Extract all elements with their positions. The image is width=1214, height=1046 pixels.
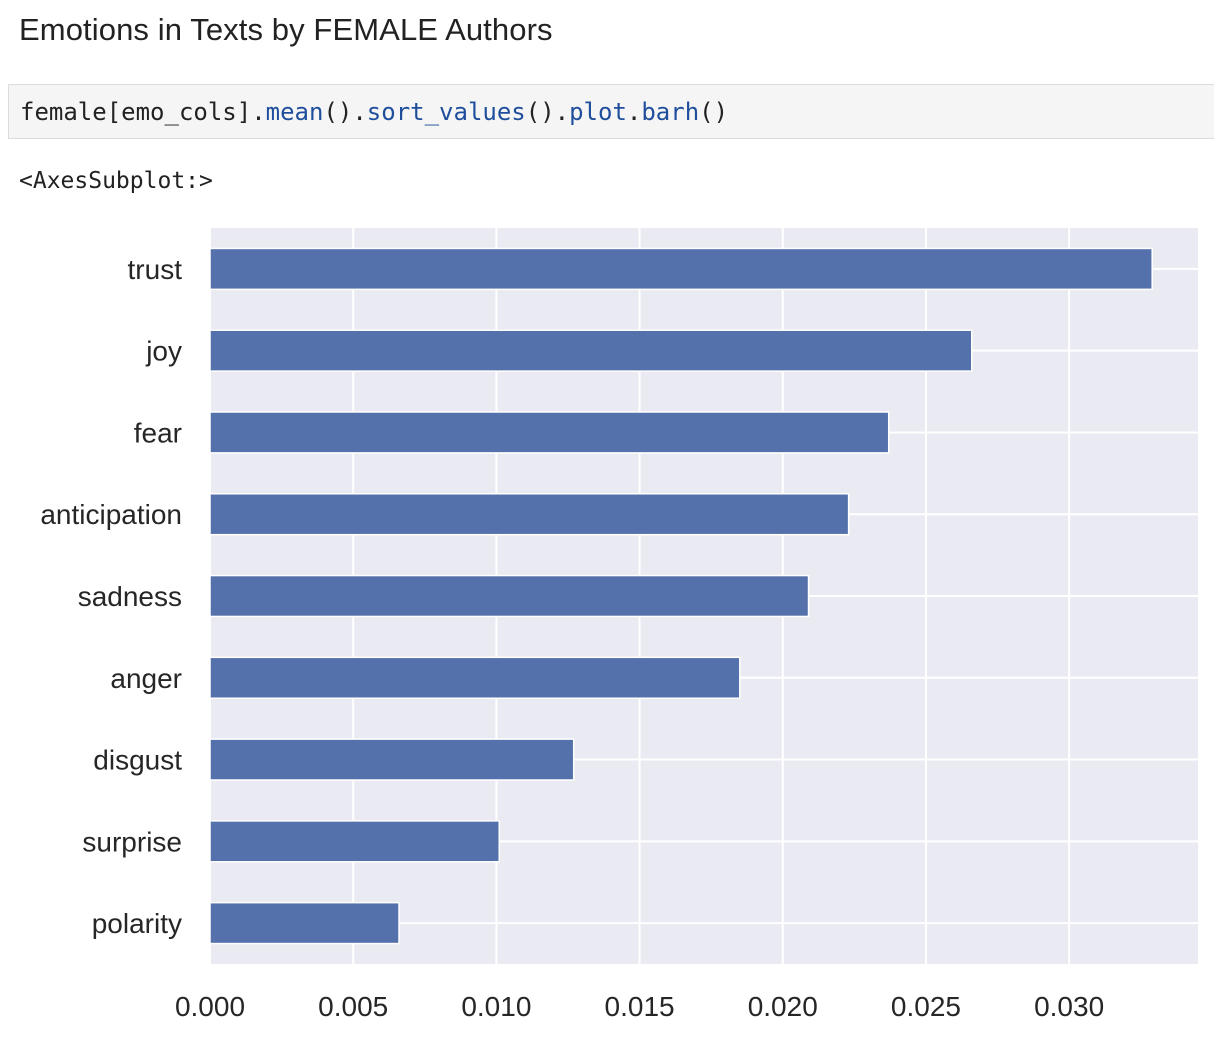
- x-tick-label: 0.005: [318, 991, 388, 1022]
- code-line: female[emo_cols].mean().sort_values().pl…: [20, 97, 728, 127]
- x-tick-label: 0.010: [461, 991, 531, 1022]
- x-tick-label: 0.000: [175, 991, 245, 1022]
- bar-anticipation: [209, 493, 850, 536]
- bar-polarity: [209, 901, 400, 945]
- code-token: barh: [641, 98, 700, 126]
- y-tick-label: anticipation: [40, 499, 182, 530]
- x-tick-label: 0.020: [748, 991, 818, 1022]
- bar-sadness: [209, 574, 810, 618]
- y-tick-label: joy: [145, 336, 182, 367]
- code-token: ().: [323, 98, 367, 126]
- x-tick-labels: 0.000 0.005 0.010 0.015 0.020 0.025 0.030: [175, 991, 1104, 1022]
- code-token: .: [626, 98, 642, 126]
- code-token: (): [699, 98, 729, 126]
- bar-disgust: [209, 738, 575, 781]
- y-tick-label: surprise: [82, 826, 182, 857]
- code-token: female[emo_cols].: [20, 98, 266, 126]
- bars: [209, 247, 1153, 945]
- bar-joy: [209, 329, 973, 372]
- code-token: mean: [265, 98, 324, 126]
- bar-anger: [209, 656, 741, 699]
- bar-fear: [209, 411, 890, 454]
- y-tick-label: sadness: [78, 581, 182, 612]
- code-token: ().: [525, 98, 570, 126]
- bar-surprise: [209, 820, 500, 863]
- code-token: sort_values: [366, 98, 526, 126]
- x-tick-label: 0.030: [1034, 991, 1104, 1022]
- section-heading: Emotions in Texts by FEMALE Authors: [19, 12, 553, 47]
- code-token: plot: [569, 98, 627, 126]
- x-tick-label: 0.025: [891, 991, 961, 1022]
- y-tick-label: polarity: [92, 908, 182, 939]
- y-tick-label: fear: [134, 417, 182, 448]
- x-tick-label: 0.015: [605, 991, 675, 1022]
- y-tick-label: disgust: [93, 745, 182, 776]
- y-tick-label: trust: [128, 254, 183, 285]
- output-repr: <AxesSubplot:>: [19, 168, 213, 194]
- code-cell[interactable]: female[emo_cols].mean().sort_values().pl…: [8, 84, 1214, 139]
- bar-trust: [209, 247, 1153, 291]
- y-tick-label: anger: [110, 663, 182, 694]
- y-tick-labels: trust joy fear anticipation sadness anger disg…: [40, 254, 182, 939]
